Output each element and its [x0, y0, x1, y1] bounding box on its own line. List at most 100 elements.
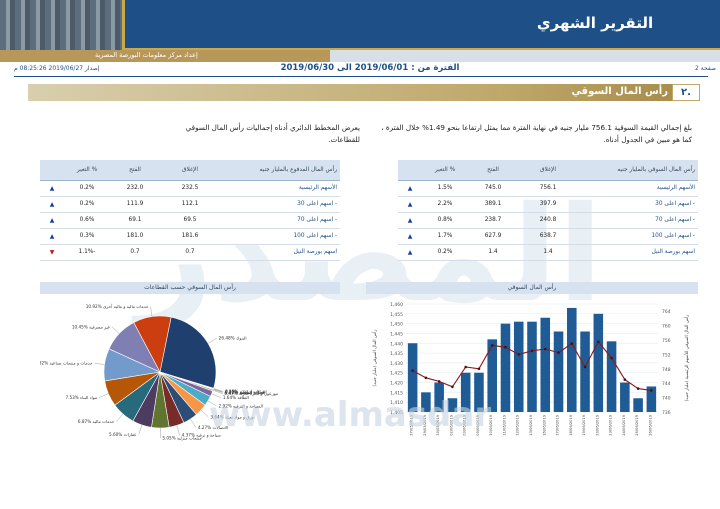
bar — [567, 307, 577, 412]
y-tick-right: 744 — [662, 381, 671, 387]
x-tick-label: 24/06/2019 — [622, 414, 626, 435]
table-row: - اسهم اعلى 100 181.6 181.0 0.3% ▲ — [40, 228, 340, 245]
x-tick-label: 30/05/2019 — [436, 414, 440, 435]
table-header-cell: رأس المال المدفوع بالمليار جنيه — [220, 160, 340, 181]
y-tick-left: 1,415 — [390, 390, 403, 396]
x-tick-label: 20/06/2019 — [595, 414, 599, 435]
x-tick-label: 03/06/2019 — [463, 414, 467, 435]
table-header-cell: الفتح — [468, 160, 518, 181]
y-tick-right: 752 — [662, 352, 671, 358]
line-point — [477, 367, 481, 371]
line-point — [623, 378, 627, 381]
row-name: - اسهم اعلى 30 — [578, 196, 698, 213]
market-cap-table: رأس المال السوقي بالمليار جنيه الإغلاق ا… — [398, 160, 698, 261]
line-point — [411, 369, 414, 372]
close-value: 756.1 — [518, 180, 578, 197]
change-value: 1.7% — [422, 228, 468, 245]
pie-label: 10.92% خدمات مالية و مالية أخرى — [86, 303, 149, 309]
bar — [421, 392, 431, 412]
pie-label: 5.05% منتجات منزلية — [162, 435, 201, 440]
y-tick-right: 748 — [662, 367, 671, 373]
issue-date: إصدار 2019/06/27 08:25:26 م — [14, 65, 100, 72]
table-header-cell: % التغير — [64, 160, 110, 181]
market-cap-chart-svg: 1,405 1,410 1,415 1,420 1,425 1,430 1,435 1,440… — [371, 302, 690, 436]
y-tick-right: 760 — [662, 324, 671, 330]
x-tick-label: 16/06/2019 — [542, 414, 546, 435]
row-name: الأسهم الرئيسية — [578, 180, 698, 197]
y-tick-left: 1,420 — [390, 381, 403, 387]
x-tick-label: 10/06/2019 — [489, 414, 493, 435]
bar — [513, 321, 524, 412]
line-point — [650, 389, 653, 392]
x-tick-label: 12/06/2019 — [516, 414, 520, 435]
pie-leader-line — [99, 393, 109, 398]
pie-label: 0.22% الرعاية الصحية — [225, 390, 265, 395]
line-point — [636, 387, 640, 390]
market-cap-table-container: رأس المال السوقي بالمليار جنيه الإغلاق ا… — [398, 160, 698, 270]
table-header-cell — [398, 160, 422, 181]
y-tick-left: 1,410 — [390, 400, 403, 406]
table-row: - اسهم اعلى 70 69.5 69.1 0.6% ▲ — [40, 212, 340, 229]
y-tick-left: 1,435 — [390, 351, 403, 357]
banner-gold-line — [125, 48, 720, 50]
pie-leader-line — [200, 409, 209, 418]
y-tick-left: 1,455 — [390, 312, 403, 318]
row-name: - اسهم اعلى 100 — [578, 228, 698, 245]
x-tick-label: 02/06/2019 — [449, 414, 453, 435]
section-title: رأس المال السوقي — [571, 86, 668, 97]
pie-label: 1.64% الطاقة — [223, 395, 249, 400]
row-name: الأسهم الرئيسية — [220, 180, 340, 197]
y-tick-right: 756 — [662, 338, 671, 344]
x-tick-label: 23/06/2019 — [609, 414, 613, 435]
open-value: 238.7 — [468, 212, 518, 229]
x-tick-label: 17/06/2019 — [556, 414, 560, 435]
pie-leader-line — [212, 390, 223, 394]
line-point — [464, 365, 467, 369]
y-axis-label-left: رأس المال السوقي (مليار جنيه) — [371, 330, 378, 387]
table-header-row: رأس المال المدفوع بالمليار جنيه الإغلاق … — [40, 160, 340, 181]
table-header-cell: رأس المال السوقي بالمليار جنيه — [578, 160, 698, 181]
arrow-down-icon: ▼ — [40, 244, 64, 261]
market-cap-summary: بلغ إجمالي القيمة السوقية 756.1 مليار جن… — [381, 123, 692, 144]
line-point — [570, 342, 574, 345]
open-value: 0.7 — [110, 244, 160, 261]
pie-leader-line — [111, 326, 120, 334]
table-row: الأسهم الرئيسية 232.5 232.0 0.2% ▲ — [40, 180, 340, 197]
line-point — [437, 380, 441, 383]
y-tick-right: 740 — [662, 396, 671, 402]
close-value: 240.8 — [518, 212, 578, 229]
row-name: - اسهم اعلى 70 — [578, 212, 698, 229]
close-value: 69.5 — [160, 212, 220, 229]
line-point — [424, 376, 428, 380]
bar — [527, 321, 537, 412]
line-point — [583, 365, 587, 369]
bar — [500, 323, 511, 412]
arrow-up-icon: ▲ — [40, 228, 64, 245]
arrow-up-icon: ▲ — [398, 180, 422, 197]
table-header-cell: الإغلاق — [518, 160, 578, 181]
report-title: التقرير الشهري — [536, 14, 654, 32]
pie-leader-line — [213, 388, 223, 393]
section-number: ٢. — [672, 84, 700, 101]
line-point — [557, 351, 560, 354]
bar — [606, 341, 617, 412]
table-header-row: رأس المال السوقي بالمليار جنيه الإغلاق ا… — [398, 160, 698, 181]
pie-leader-line — [94, 363, 105, 365]
pie-label: 9.32% خدمات و منتجات صناعية — [40, 361, 93, 366]
open-value: 627.9 — [468, 228, 518, 245]
close-value: 112.1 — [160, 196, 220, 213]
pie-label: 4.27% الاتصالات — [198, 425, 229, 430]
watermark-url: www.almasdar — [208, 395, 492, 435]
open-value: 745.0 — [468, 180, 518, 197]
line-point — [530, 349, 534, 353]
arrow-up-icon: ▲ — [398, 212, 422, 229]
y-tick-right: 764 — [662, 309, 671, 315]
prepared-by: إعداد مركز معلومات البورصة المصرية — [95, 51, 198, 59]
pie-leader-line — [213, 389, 223, 393]
market-cap-chart: رأس المال السوقي 1,405 1,410 1,415 1,420 1,4… — [366, 282, 698, 442]
pie-leader-line — [138, 424, 143, 435]
bar — [620, 382, 630, 412]
pie-leader-line — [116, 413, 124, 422]
x-tick-label: 25/06/2019 — [635, 414, 639, 435]
x-tick-label: 13/06/2019 — [529, 414, 533, 435]
